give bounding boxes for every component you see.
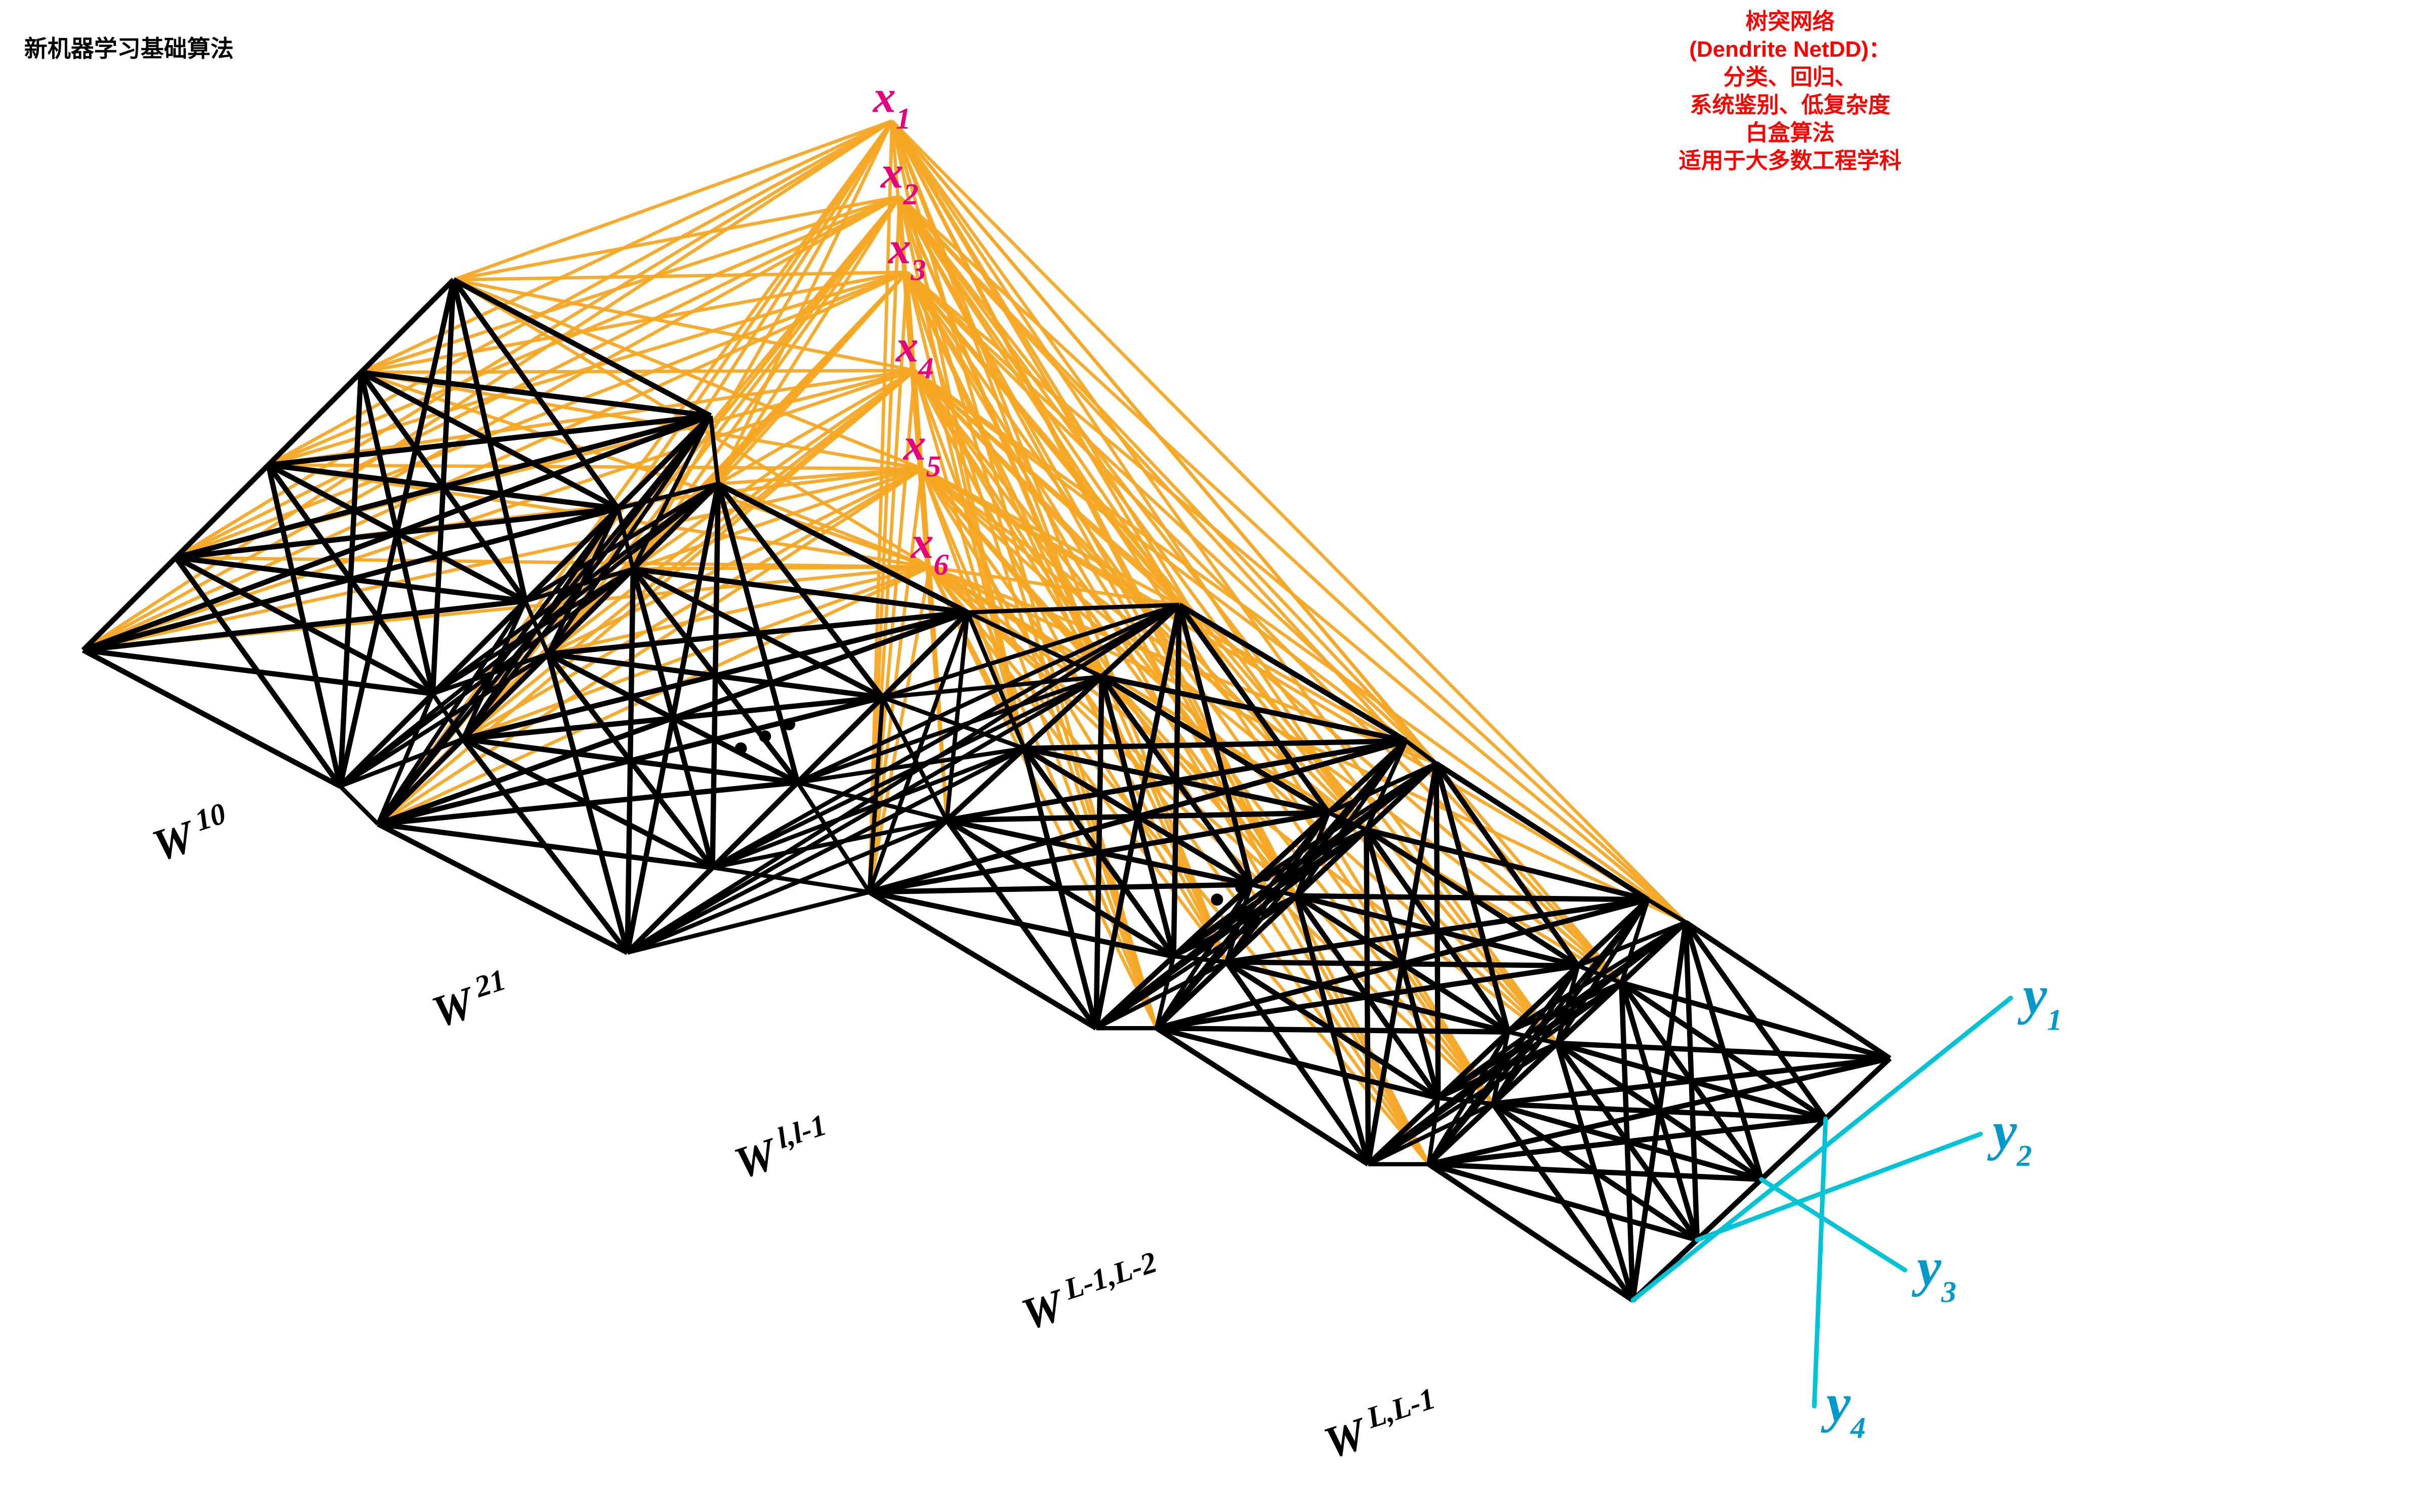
weight-label: W L,L-1 — [1317, 1381, 1446, 1469]
weight-label: W l,l-1 — [727, 1108, 837, 1189]
weight-label: W 21 — [425, 963, 516, 1038]
y-output-label: y4 — [1821, 1373, 1866, 1445]
weight-label: W L-1,L-2 — [1014, 1245, 1167, 1340]
diagram-canvas: 新机器学习基础算法 树突网络 (Dendrite NetDD)： 分类、回归、 … — [0, 0, 2419, 1512]
network-svg: x1x2x3x4x5x6y1y2y3y4W 10W 21W l,l-1W L-1… — [0, 0, 2419, 1512]
y-output-label: y1 — [2017, 965, 2062, 1036]
weight-label: W 10 — [145, 796, 236, 872]
y-output-label: y3 — [1911, 1237, 1956, 1309]
y-output-label: y2 — [1987, 1101, 2032, 1172]
